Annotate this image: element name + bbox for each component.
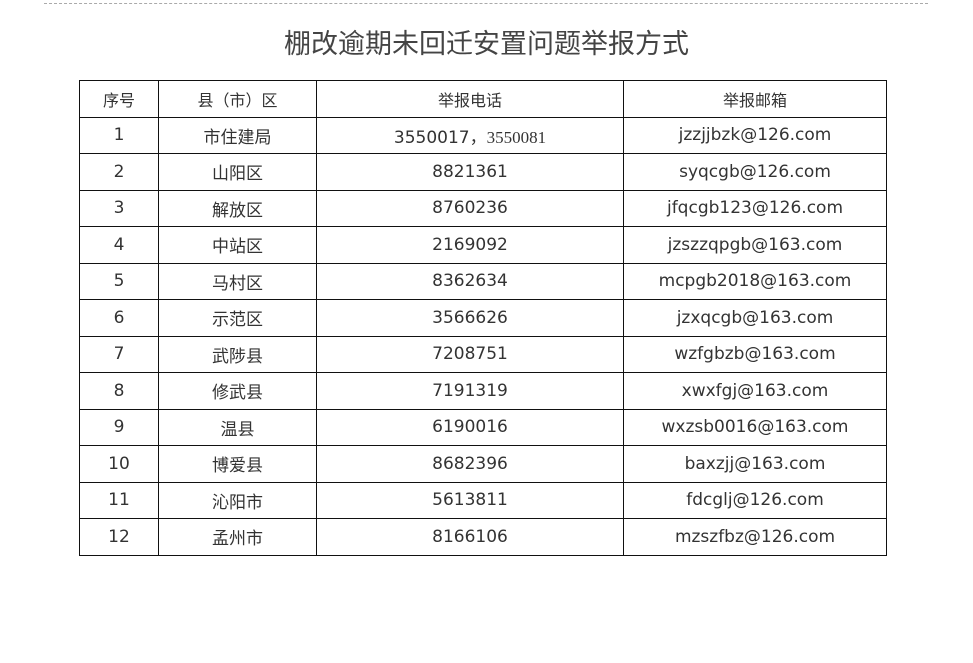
cell-area: 中站区 xyxy=(158,226,317,264)
phone: 5613811 xyxy=(432,490,508,511)
report-contact-table: 序号 县（市）区 举报电话 举报邮箱 1 市住建局 3550017，355008… xyxy=(79,80,887,556)
cell-area: 博爱县 xyxy=(158,445,317,483)
cell-phone: 7208751 xyxy=(316,335,624,373)
cell-phone: 8821361 xyxy=(316,153,624,191)
cell-area: 修武县 xyxy=(158,372,317,410)
cell-phone: 7191319 xyxy=(316,372,624,410)
cell-phone: 2169092 xyxy=(316,226,624,264)
cell-area: 温县 xyxy=(158,408,317,446)
cell-email: mcpgb2018@163.com xyxy=(623,262,887,300)
cell-email: jfqcgb123@126.com xyxy=(623,189,887,227)
header-phone: 举报电话 xyxy=(316,80,624,118)
table-row: 2 山阳区 8821361 syqcgb@126.com xyxy=(79,153,887,191)
phone-secondary: 3550081 xyxy=(486,127,547,147)
cell-email: jzxqcgb@163.com xyxy=(623,299,887,337)
cell-no: 4 xyxy=(79,226,159,264)
cell-no: 2 xyxy=(79,153,159,191)
table-header-row: 序号 县（市）区 举报电话 举报邮箱 xyxy=(79,80,887,118)
cell-email: jzzjjbzk@126.com xyxy=(623,116,887,154)
cell-email: syqcgb@126.com xyxy=(623,153,887,191)
table-row: 1 市住建局 3550017，3550081 jzzjjbzk@126.com xyxy=(79,116,887,154)
table-row: 11 沁阳市 5613811 fdcglj@126.com xyxy=(79,481,887,519)
cell-no: 7 xyxy=(79,335,159,373)
cell-no: 9 xyxy=(79,408,159,446)
cell-no: 6 xyxy=(79,299,159,337)
top-divider xyxy=(44,3,928,4)
cell-phone: 3550017，3550081 xyxy=(316,116,624,154)
cell-area: 山阳区 xyxy=(158,153,317,191)
cell-area: 马村区 xyxy=(158,262,317,300)
cell-phone: 8760236 xyxy=(316,189,624,227)
phone: 8821361 xyxy=(432,161,508,182)
phone: 3566626 xyxy=(432,307,508,328)
phone: 7208751 xyxy=(432,344,508,365)
table-row: 3 解放区 8760236 jfqcgb123@126.com xyxy=(79,189,887,227)
page-title: 棚改逾期未回迁安置问题举报方式 xyxy=(284,29,689,60)
phone: 7191319 xyxy=(432,380,508,401)
table-row: 8 修武县 7191319 xwxfgj@163.com xyxy=(79,372,887,410)
cell-area: 解放区 xyxy=(158,189,317,227)
cell-phone: 6190016 xyxy=(316,408,624,446)
cell-area: 示范区 xyxy=(158,299,317,337)
table-row: 12 孟州市 8166106 mzszfbz@126.com xyxy=(79,518,887,556)
cell-email: wxzsb0016@163.com xyxy=(623,408,887,446)
phone: 6190016 xyxy=(432,417,508,438)
cell-email: baxzjj@163.com xyxy=(623,445,887,483)
cell-email: xwxfgj@163.com xyxy=(623,372,887,410)
cell-area: 武陟县 xyxy=(158,335,317,373)
header-area: 县（市）区 xyxy=(158,80,317,118)
table-row: 5 马村区 8362634 mcpgb2018@163.com xyxy=(79,262,887,300)
cell-email: fdcglj@126.com xyxy=(623,481,887,519)
table-row: 9 温县 6190016 wxzsb0016@163.com xyxy=(79,408,887,446)
header-email: 举报邮箱 xyxy=(623,80,887,118)
phone: 2169092 xyxy=(432,234,508,255)
cell-no: 5 xyxy=(79,262,159,300)
cell-email: wzfgbzb@163.com xyxy=(623,335,887,373)
cell-no: 3 xyxy=(79,189,159,227)
phone: 3550017， xyxy=(393,127,487,148)
cell-area: 孟州市 xyxy=(158,518,317,556)
phone: 8166106 xyxy=(432,526,508,547)
header-no: 序号 xyxy=(79,80,159,118)
cell-no: 8 xyxy=(79,372,159,410)
cell-area: 市住建局 xyxy=(158,116,317,154)
table-row: 7 武陟县 7208751 wzfgbzb@163.com xyxy=(79,335,887,373)
table-row: 6 示范区 3566626 jzxqcgb@163.com xyxy=(79,299,887,337)
phone: 8362634 xyxy=(432,271,508,292)
phone: 8760236 xyxy=(432,198,508,219)
cell-phone: 5613811 xyxy=(316,481,624,519)
cell-no: 10 xyxy=(79,445,159,483)
cell-phone: 3566626 xyxy=(316,299,624,337)
table-row: 4 中站区 2169092 jzszzqpgb@163.com xyxy=(79,226,887,264)
table-row: 10 博爱县 8682396 baxzjj@163.com xyxy=(79,445,887,483)
cell-email: mzszfbz@126.com xyxy=(623,518,887,556)
cell-email: jzszzqpgb@163.com xyxy=(623,226,887,264)
cell-no: 11 xyxy=(79,481,159,519)
cell-phone: 8166106 xyxy=(316,518,624,556)
cell-no: 1 xyxy=(79,116,159,154)
cell-no: 12 xyxy=(79,518,159,556)
cell-area: 沁阳市 xyxy=(158,481,317,519)
cell-phone: 8682396 xyxy=(316,445,624,483)
cell-phone: 8362634 xyxy=(316,262,624,300)
phone: 8682396 xyxy=(432,453,508,474)
